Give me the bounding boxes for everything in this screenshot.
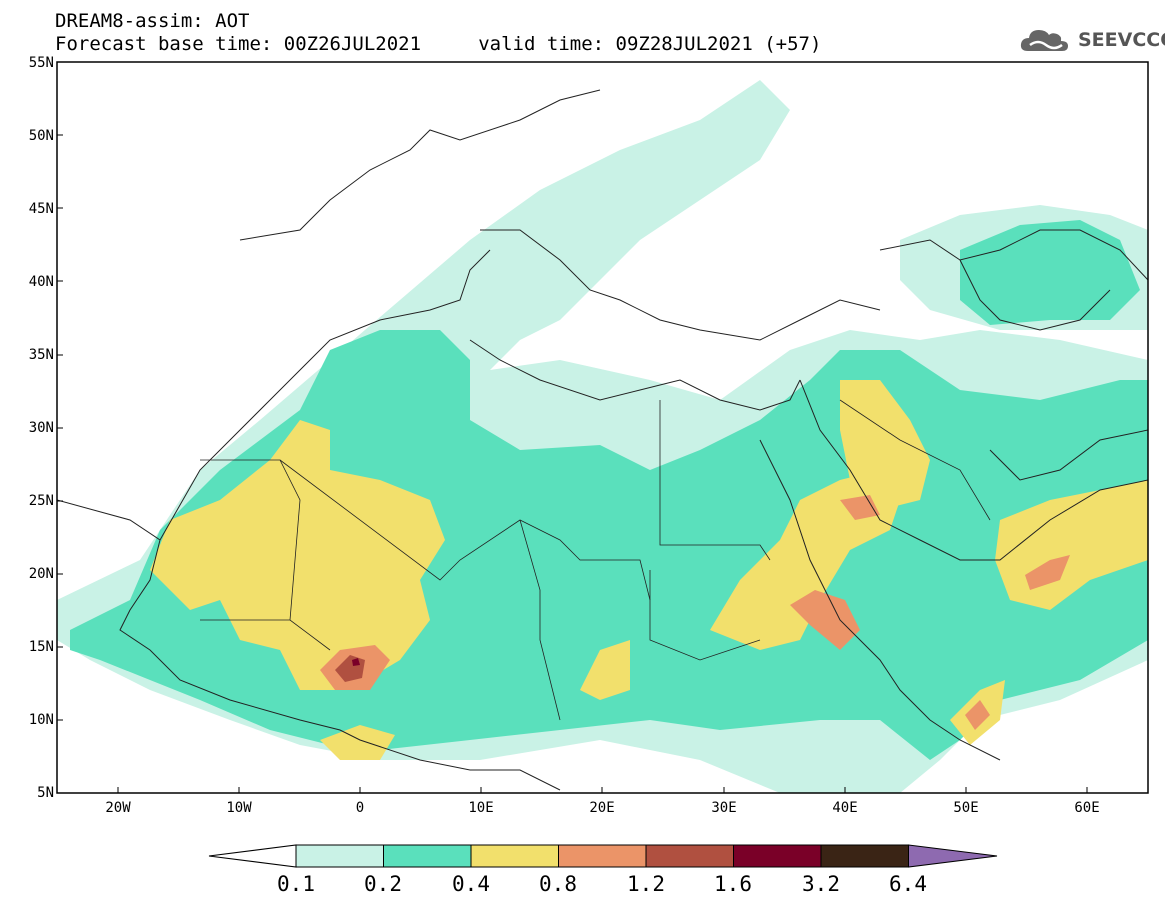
lat-label: 10N: [28, 712, 54, 728]
colorbar-label: 1.6: [714, 872, 752, 896]
lon-label: 0: [355, 800, 365, 816]
colorbar-swatch-1.6: [733, 844, 822, 868]
seevccc-logo: SEEVCCC: [1018, 25, 1165, 55]
colorbar: [208, 844, 998, 868]
colorbar-swatch-0.2: [383, 844, 472, 868]
aot-level-0.4-sahel: [150, 420, 445, 690]
aot-level-1.6-niger: [352, 658, 360, 666]
aot-level-0.4-chad: [580, 640, 630, 700]
colorbar-swatch-0.1: [295, 844, 384, 868]
colorbar-label: 1.2: [627, 872, 665, 896]
chart-title: DREAM8-assim: AOT: [55, 10, 250, 32]
aot-level-0.4-nigeria: [320, 725, 395, 760]
aot-level-0.8-sudan: [790, 590, 860, 650]
country-borders: [200, 399, 991, 721]
lat-label: 20N: [28, 566, 54, 582]
lat-label: 50N: [28, 128, 54, 144]
lat-label: 30N: [28, 420, 54, 436]
colorbar-swatch-0.4: [470, 844, 559, 868]
colorbar-label: 0.2: [364, 872, 402, 896]
lat-label: 45N: [28, 201, 54, 217]
lat-label: 25N: [28, 493, 54, 509]
aot-level-0.8-arabia: [840, 495, 880, 520]
colorbar-label: 0.1: [277, 872, 315, 896]
lon-label: 30E: [711, 800, 737, 816]
forecast-time-line: Forecast base time: 00Z26JUL2021 valid t…: [55, 33, 822, 55]
lat-label: 55N: [28, 55, 54, 71]
lat-label: 40N: [28, 274, 54, 290]
cloud-logo-icon: [1020, 30, 1068, 51]
lon-label: 40E: [832, 800, 858, 816]
colorbar-label: 3.2: [802, 872, 840, 896]
aot-level-0.8-somalia: [965, 700, 990, 730]
axis-ticks: [57, 61, 1088, 793]
aot-level-0.2-caucasus: [960, 220, 1140, 325]
aot-level-0.4-arabia: [840, 380, 930, 510]
colorbar-min-arrow: [208, 844, 297, 868]
lon-label: 20W: [105, 800, 131, 816]
lon-label: 50E: [953, 800, 979, 816]
lon-label: 60E: [1074, 800, 1100, 816]
colorbar-label: 6.4: [889, 872, 927, 896]
colorbar-label: 0.8: [539, 872, 577, 896]
lat-label: 35N: [28, 347, 54, 363]
lat-label: 5N: [37, 785, 54, 801]
colorbar-max-arrow: [908, 844, 998, 868]
logo-text: SEEVCCC: [1078, 29, 1165, 51]
colorbar-label: 0.4: [452, 872, 490, 896]
aot-contours: [57, 80, 1148, 793]
lat-label: 15N: [28, 639, 54, 655]
colorbar-swatch-1.2: [645, 844, 734, 868]
lon-label: 10E: [468, 800, 494, 816]
coastlines: [57, 89, 1148, 791]
colorbar-swatch-3.2: [820, 844, 909, 868]
lon-label: 20E: [589, 800, 615, 816]
colorbar-swatch-0.8: [558, 844, 647, 868]
aot-level-0.8-oman: [1025, 555, 1070, 590]
lon-label: 10W: [226, 800, 252, 816]
